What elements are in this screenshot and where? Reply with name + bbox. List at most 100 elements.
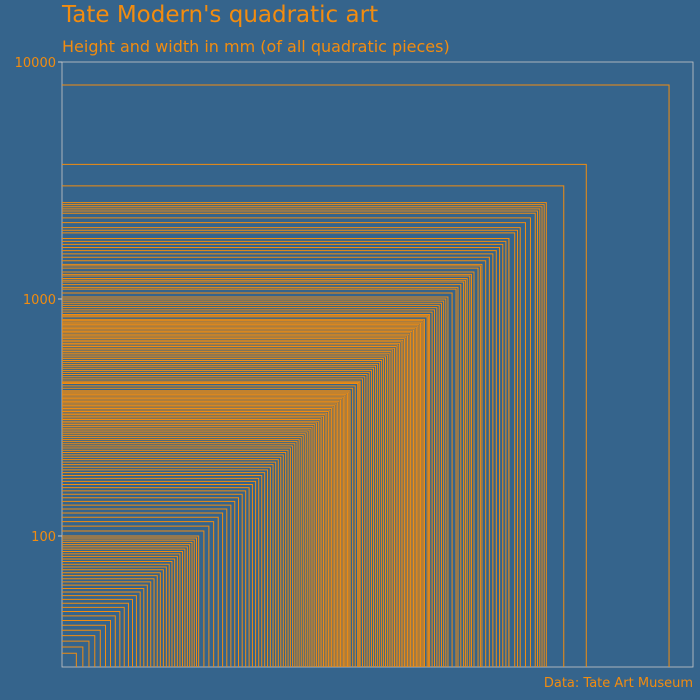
square-mark [62, 227, 521, 667]
square-mark [62, 265, 481, 667]
square-mark [62, 360, 383, 667]
square-mark [62, 374, 368, 667]
square-mark [62, 487, 250, 667]
square-mark [62, 376, 366, 667]
square-mark [62, 392, 348, 667]
square-mark [62, 443, 296, 667]
square-mark [62, 206, 543, 667]
square-mark [62, 302, 442, 667]
square-mark [62, 472, 266, 667]
square-mark [62, 335, 409, 667]
square-mark [62, 459, 279, 667]
square-mark [62, 548, 186, 667]
square-mark [62, 352, 390, 667]
square-mark [62, 555, 178, 667]
square-mark [62, 431, 308, 667]
square-mark [62, 328, 416, 667]
square-mark [62, 591, 141, 667]
square-mark [62, 445, 294, 667]
square-mark [62, 411, 329, 667]
square-mark [62, 394, 347, 667]
square-mark [62, 575, 158, 667]
square-mark [62, 490, 247, 667]
square-mark [62, 558, 176, 667]
square-mark [62, 629, 101, 667]
square-mark [62, 237, 510, 667]
square-mark [62, 232, 516, 667]
square-mark [62, 581, 152, 667]
square-mark [62, 464, 274, 667]
square-mark [62, 298, 447, 667]
square-mark [62, 286, 459, 667]
square-mark [62, 333, 410, 667]
square-mark [62, 452, 287, 667]
square-mark [62, 606, 125, 667]
square-mark [62, 402, 339, 667]
square-mark [62, 412, 328, 667]
square-mark [62, 300, 445, 667]
square-mark [62, 338, 405, 667]
square-mark [62, 281, 465, 667]
square-mark [62, 611, 121, 667]
square-mark [62, 267, 479, 667]
square-mark [62, 316, 428, 667]
square-mark [62, 400, 340, 667]
square-mark [62, 361, 381, 667]
square-mark [62, 535, 200, 667]
square-mark [62, 466, 271, 667]
square-mark [62, 561, 173, 667]
square-mark [62, 403, 337, 667]
square-mark [62, 339, 404, 667]
square-mark [62, 185, 565, 667]
square-mark [62, 385, 356, 667]
square-mark [62, 263, 483, 667]
square-mark [62, 320, 424, 667]
square-mark [62, 504, 232, 667]
square-mark [62, 318, 426, 667]
square-mark [62, 508, 228, 667]
square-mark [62, 222, 526, 667]
square-mark [62, 253, 494, 667]
square-mark [62, 483, 253, 667]
square-mark [62, 516, 219, 667]
square-mark [62, 652, 77, 667]
square-mark [62, 437, 302, 667]
square-mark [62, 433, 306, 667]
square-mark [62, 336, 407, 667]
square-mark [62, 309, 436, 667]
square-mark [62, 342, 401, 667]
square-mark [62, 273, 472, 667]
square-mark [62, 640, 90, 667]
square-mark [62, 500, 236, 667]
square-mark [62, 275, 471, 667]
square-mark [62, 521, 215, 667]
square-mark [62, 414, 326, 667]
square-mark [62, 344, 399, 667]
square-mark [62, 541, 193, 667]
square-mark [62, 456, 282, 667]
square-mark [62, 469, 269, 667]
square-mark [62, 208, 541, 667]
square-mark [62, 584, 148, 667]
square-mark [62, 204, 545, 667]
square-mark [62, 566, 167, 667]
square-mark [62, 369, 372, 667]
square-mark [62, 553, 181, 667]
square-mark [62, 321, 423, 667]
square-mark [62, 217, 531, 667]
chart-caption: Data: Tate Art Museum [543, 676, 693, 691]
square-mark [62, 240, 507, 667]
square-mark [62, 380, 361, 667]
square-mark [62, 615, 116, 667]
square-mark [62, 378, 363, 667]
square-mark [62, 84, 670, 667]
square-mark [62, 292, 453, 667]
square-mark [62, 390, 351, 667]
square-mark [62, 399, 342, 667]
square-mark [62, 525, 210, 667]
square-mark [62, 512, 224, 667]
square-mark [62, 315, 429, 667]
square-mark [62, 427, 312, 667]
square-mark [62, 332, 412, 667]
